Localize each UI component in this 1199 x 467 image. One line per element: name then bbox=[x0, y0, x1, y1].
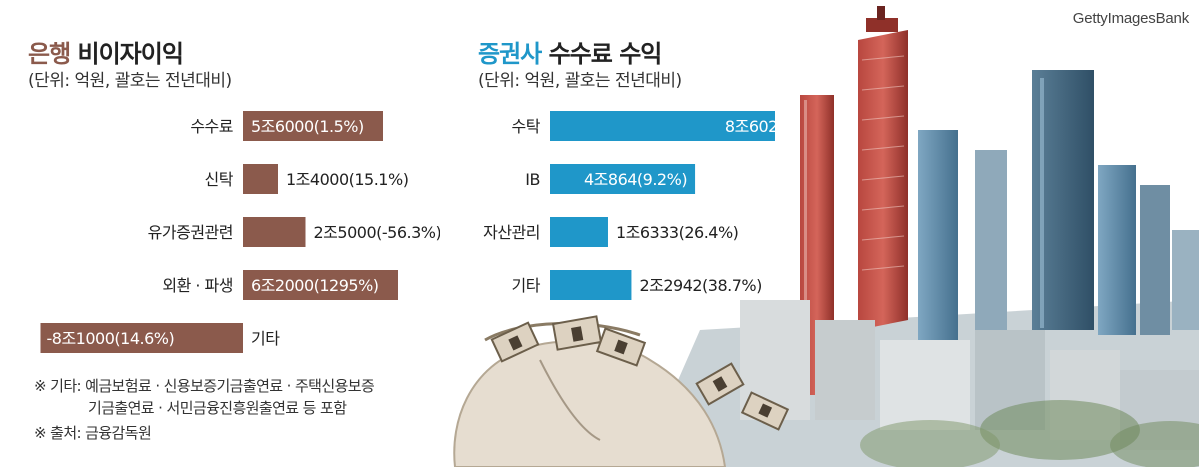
bank-category-label: 외환 · 파생 bbox=[162, 276, 233, 295]
note-etc-line1: ※ 기타: 예금보험료 · 신용보증기금출연료 · 주택신용보증 bbox=[34, 377, 375, 395]
bank-value-label: 6조2000(1295%) bbox=[251, 276, 379, 295]
bank-value-label: 1조4000(15.1%) bbox=[286, 170, 408, 189]
note-source: ※ 출처: 금융감독원 bbox=[34, 424, 152, 442]
securities-chart-subtitle: (단위: 억원, 괄호는 전년대비) bbox=[478, 71, 682, 91]
securities-value-label: 1조6333(26.4%) bbox=[616, 223, 738, 242]
securities-title-accent: 증권사 bbox=[478, 40, 542, 68]
bank-bar-chart: 수수료 5조6000(1.5%) 신탁 1조4000(15.1%) 유가증권관련 2조50… bbox=[40, 111, 441, 353]
securities-category-label: 수탁 bbox=[512, 117, 541, 136]
securities-chart-title: 증권사 수수료 수익 bbox=[478, 34, 663, 69]
bank-category-label: 기타 bbox=[251, 329, 280, 348]
securities-category-label: 자산관리 bbox=[483, 223, 540, 242]
securities-bar bbox=[550, 217, 608, 247]
bank-title-accent: 은행 bbox=[28, 40, 71, 68]
securities-bar bbox=[550, 164, 696, 194]
securities-title-rest: 수수료 수익 bbox=[541, 40, 663, 68]
bank-category-label: 수수료 bbox=[190, 117, 233, 136]
bank-category-label: 신탁 bbox=[205, 170, 234, 189]
bank-bar bbox=[243, 111, 383, 141]
securities-value-label: 4조864(9.2%) bbox=[584, 170, 687, 189]
bank-value-label: 2조5000(-56.3%) bbox=[314, 223, 441, 242]
securities-category-label: IB bbox=[525, 170, 540, 189]
bank-bar bbox=[243, 164, 278, 194]
securities-bar bbox=[550, 270, 632, 300]
watermark: GettyImagesBank bbox=[1072, 10, 1189, 27]
bank-value-label: -8조1000(14.6%) bbox=[47, 329, 175, 348]
bank-chart-title: 은행 비이자이익 bbox=[28, 34, 184, 69]
bank-category-label: 유가증권관련 bbox=[148, 223, 233, 242]
bank-bar bbox=[243, 270, 398, 300]
bank-title-rest: 비이자이익 bbox=[70, 40, 184, 68]
note-etc-line2: 기금출연료 · 서민금융진흥원출연료 등 포함 bbox=[88, 399, 347, 417]
securities-value-label: 2조2942(38.7%) bbox=[639, 276, 761, 295]
bank-chart-subtitle: (단위: 억원, 괄호는 전년대비) bbox=[28, 71, 232, 91]
securities-bar bbox=[550, 111, 775, 141]
securities-category-label: 기타 bbox=[512, 276, 541, 295]
securities-value-label: 8조6021(37.3%) bbox=[725, 117, 775, 136]
securities-bar-chart: 수탁 8조6021(37.3%) IB 4조864(9.2%) 자산관리 1조6333(2… bbox=[483, 111, 775, 300]
bank-bar bbox=[243, 217, 306, 247]
bank-value-label: 5조6000(1.5%) bbox=[251, 117, 364, 136]
bank-bar bbox=[40, 323, 243, 353]
